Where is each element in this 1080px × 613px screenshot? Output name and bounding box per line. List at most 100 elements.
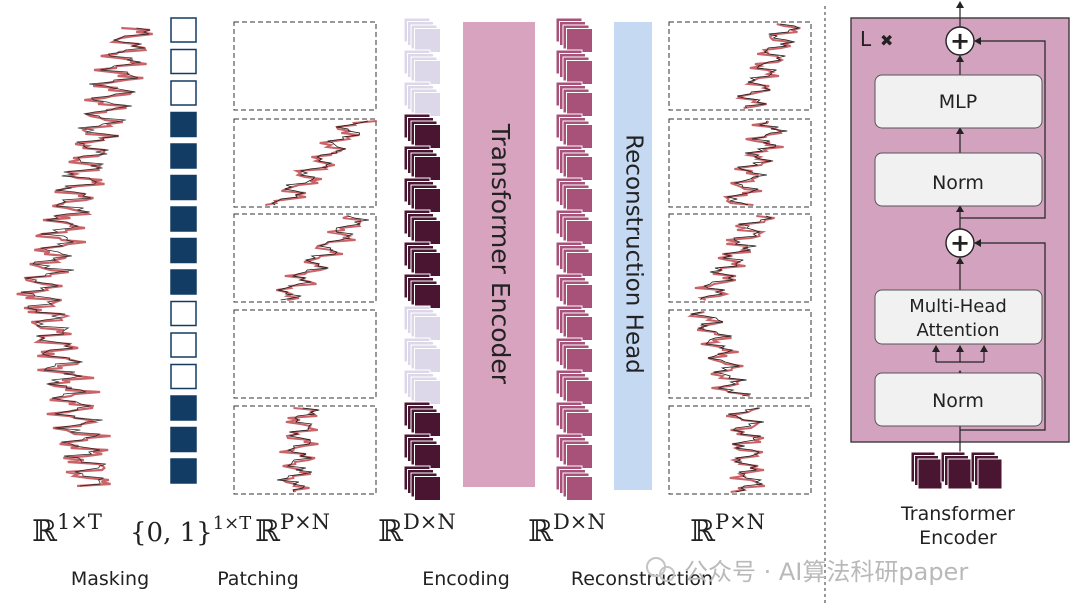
encoder-input-token <box>947 458 973 490</box>
patch-frames <box>233 21 377 495</box>
svg-text:{0, 1}1×T: {0, 1}1×T <box>130 513 251 548</box>
reconstruction-token <box>566 412 593 437</box>
encoded-token <box>414 476 441 501</box>
output-frame <box>668 213 812 303</box>
encoded-token <box>414 412 441 437</box>
patch-signal-black <box>277 407 320 493</box>
svg-text:ℝP×N: ℝP×N <box>690 510 765 549</box>
svg-text:ℝD×N: ℝD×N <box>528 510 606 549</box>
residual-add-top <box>945 26 975 56</box>
mask-dim-sup: 1×T <box>213 513 252 534</box>
encoded-token <box>414 444 441 469</box>
output-signal-black <box>690 311 751 397</box>
mask-cell <box>170 237 197 264</box>
norm-top-label: Norm <box>932 172 984 194</box>
reconstruction-token <box>566 60 593 85</box>
encoder-input-token <box>917 458 943 490</box>
output-frame <box>668 21 812 111</box>
output-arrowhead <box>956 1 964 8</box>
reconstruction-token <box>566 348 593 373</box>
encoded-token <box>414 124 441 149</box>
reconstruction-token <box>566 284 593 309</box>
mask-cell <box>170 17 197 43</box>
output-frame <box>668 118 812 208</box>
transformer-encoder-block <box>463 22 535 487</box>
encoded-token <box>414 348 441 373</box>
svg-text:ℝD×N: ℝD×N <box>378 510 456 549</box>
output-signal-red <box>735 23 801 109</box>
watermark-text: 公众号 · AI算法科研paper <box>684 558 968 586</box>
mask-cell <box>170 363 197 390</box>
encoder-caption-line1: Transformer <box>900 503 1015 525</box>
watermark: 公众号 · AI算法科研paper <box>646 557 968 586</box>
encoder-detail-panel: L ✖ <box>850 1 1070 549</box>
encoded-token <box>414 28 441 53</box>
residual-add-top-symbol: + <box>950 27 970 55</box>
out-dim-base: ℝ <box>690 514 716 549</box>
encoder-input-tokens <box>910 451 1003 490</box>
wechat-icon-bubble <box>659 566 675 582</box>
norm-bottom-box <box>874 372 1043 427</box>
layer-repeat-label: L <box>860 27 872 51</box>
residual-add-bottom-symbol: + <box>950 229 970 257</box>
output-signal-red <box>726 407 766 493</box>
svg-text:ℝ1×T: ℝ1×T <box>32 510 102 549</box>
norm-top-box <box>874 152 1043 207</box>
patch-frame <box>233 21 377 111</box>
encoded-token <box>414 252 441 277</box>
mha-label-line2: Attention <box>916 320 999 341</box>
stage-label-masking: Masking <box>71 568 149 590</box>
rec-dim-sup: D×N <box>553 510 606 534</box>
stage-label-reconstruction: Reconstruction <box>571 568 713 590</box>
mask-cell <box>170 174 197 201</box>
reconstruction-token <box>566 28 593 53</box>
mask-cell <box>170 332 197 358</box>
mlp-label: MLP <box>939 91 977 113</box>
encoded-token <box>414 220 441 245</box>
stage-label-encoding: Encoding <box>422 568 510 590</box>
mlp-box <box>874 74 1043 129</box>
patch-signal-red <box>275 215 362 301</box>
svg-text:ℝP×N: ℝP×N <box>255 510 330 549</box>
reconstructed-patch-frames <box>668 21 812 495</box>
encoded-token-stacks <box>403 17 441 501</box>
input-dim-sup: 1×T <box>57 510 102 534</box>
mask-cell <box>170 48 197 75</box>
patch-frame <box>233 118 377 208</box>
norm-bottom-label: Norm <box>932 390 984 412</box>
mha-label-line1: Multi-Head <box>909 296 1007 317</box>
reconstruction-token <box>566 92 593 117</box>
encoded-token <box>414 156 441 181</box>
output-signal-black <box>727 120 788 206</box>
mask-cell <box>170 426 197 453</box>
reconstruction-token <box>566 156 593 181</box>
reconstruction-token <box>566 476 593 501</box>
output-signal-black <box>728 407 764 493</box>
patch-frame <box>233 405 377 495</box>
math-labels: ℝ1×T {0, 1}1×T ℝP×N ℝD×N ℝD×N ℝP×N <box>32 510 765 549</box>
output-signal-red <box>687 311 750 397</box>
enc-dim-sup: D×N <box>403 510 456 534</box>
reconstruction-token <box>566 316 593 341</box>
input-signal-red <box>16 26 153 488</box>
mask-cell <box>170 80 197 106</box>
stage-label-patching: Patching <box>217 568 299 590</box>
patch-frame <box>233 213 377 303</box>
patch-signal-black <box>277 215 369 301</box>
mask-cell <box>170 269 197 295</box>
patch-signal-red <box>265 120 377 206</box>
mask-cell <box>170 143 197 169</box>
patch-dim-base: ℝ <box>255 514 281 549</box>
encoded-token <box>414 380 441 405</box>
reconstruction-token <box>566 188 593 213</box>
residual-add-bottom <box>945 228 975 258</box>
output-signal-black <box>736 23 800 109</box>
encoded-token <box>414 188 441 213</box>
transformer-encoder-label: Transformer Encoder <box>486 123 515 385</box>
layer-repeat-symbol: ✖ <box>880 31 893 50</box>
output-signal-red <box>722 120 784 206</box>
mask-cell <box>170 111 197 138</box>
output-signal-red <box>694 215 775 301</box>
enc-dim-base: ℝ <box>378 514 404 549</box>
